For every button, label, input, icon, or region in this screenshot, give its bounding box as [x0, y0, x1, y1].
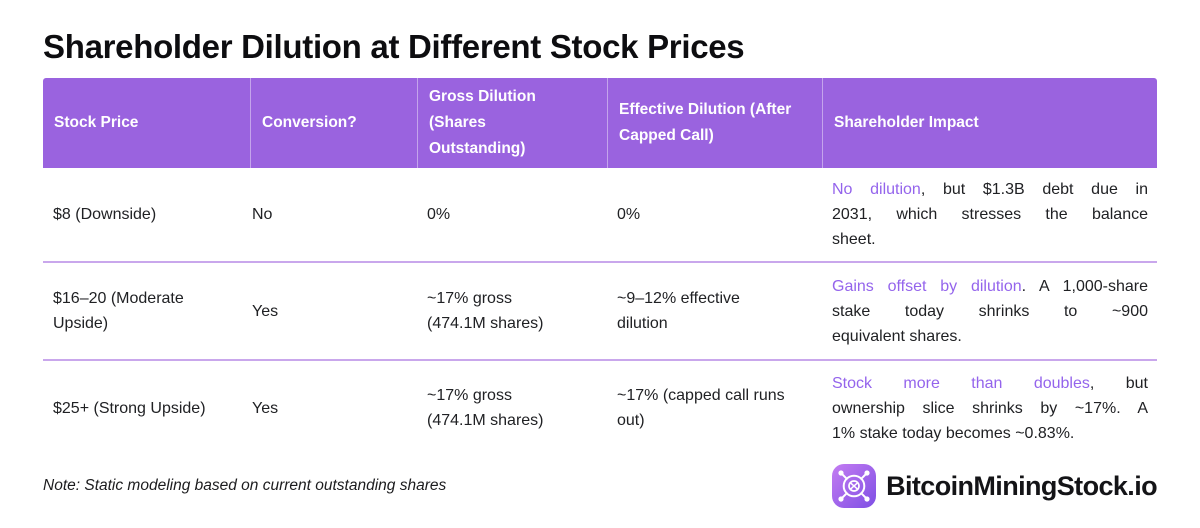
table-row: $8 (Downside) No 0% 0% No dilution, but … — [43, 168, 1157, 263]
cell-stock-price: $25+ (Strong Upside) — [53, 399, 206, 417]
impact-line: Gains offset by dilution. A 1,000-share — [832, 277, 1149, 295]
cell-gross-dilution: 0% — [427, 206, 451, 223]
cell-effective-dilution: ~17% (capped call runs out) — [617, 387, 785, 429]
cell-gross-dilution: ~17% gross (474.1M shares) — [427, 387, 544, 429]
page-title: Shareholder Dilution at Different Stock … — [43, 28, 745, 65]
brand-logo: BitcoinMiningStock.io — [832, 464, 1158, 508]
impact-line: Stock more than doubles, but — [832, 374, 1148, 392]
cell-stock-price: $16–20 (Moderate Upside) — [53, 290, 184, 332]
cell-conversion: Yes — [252, 302, 279, 320]
col-header-conversion: Conversion? — [250, 78, 417, 168]
col-header-gross-dilution: Gross Dilution (Shares Outstanding) — [417, 78, 607, 168]
cell-shareholder-impact: Gains offset by dilution. A 1,000-share s… — [822, 274, 1157, 349]
impact-line: sheet. — [832, 231, 876, 248]
cell-shareholder-impact: Stock more than doubles, but ownership sl… — [822, 371, 1157, 446]
table-header-row: Stock Price Conversion? Gross Dilution (… — [43, 78, 1157, 168]
col-header-stock-price: Stock Price — [54, 114, 139, 131]
table-row: $25+ (Strong Upside) Yes ~17% gross (474… — [43, 361, 1157, 455]
impact-line: stake today shrinks to ~900 — [832, 302, 1148, 320]
impact-line: ownership slice shrinks by ~17%. A — [832, 399, 1148, 417]
cell-gross-dilution: ~17% gross (474.1M shares) — [427, 290, 544, 332]
col-header-effective-dilution: Effective Dilution (After Capped Call) — [607, 78, 822, 168]
cell-effective-dilution: ~9–12% effective dilution — [617, 290, 740, 332]
impact-highlight: Stock more than doubles — [832, 374, 1090, 392]
mining-fan-icon — [832, 464, 877, 508]
impact-line: 2031, which stresses the balance — [832, 206, 1148, 223]
cell-shareholder-impact: No dilution, but $1.3B debt due in 2031, … — [822, 177, 1157, 252]
footnote: Note: Static modeling based on current o… — [43, 477, 447, 494]
cell-conversion: Yes — [252, 399, 279, 417]
cell-conversion: No — [252, 206, 273, 223]
brand-name: BitcoinMiningStock.io — [886, 470, 1157, 501]
impact-highlight: Gains offset by dilution — [832, 277, 1022, 295]
footer: Note: Static modeling based on current o… — [43, 455, 1158, 508]
impact-highlight: No dilution — [832, 181, 921, 198]
impact-line: equivalent shares. — [832, 327, 962, 345]
col-header-shareholder-impact: Shareholder Impact — [822, 78, 1157, 168]
impact-line: No dilution, but $1.3B debt due in — [832, 181, 1149, 198]
cell-effective-dilution: 0% — [617, 206, 641, 223]
table-row: $16–20 (Moderate Upside) Yes ~17% gross … — [43, 263, 1157, 361]
cell-stock-price: $8 (Downside) — [53, 206, 157, 223]
dilution-table: Stock Price Conversion? Gross Dilution (… — [43, 78, 1157, 455]
impact-line: 1% stake today becomes ~0.83%. — [832, 424, 1075, 442]
